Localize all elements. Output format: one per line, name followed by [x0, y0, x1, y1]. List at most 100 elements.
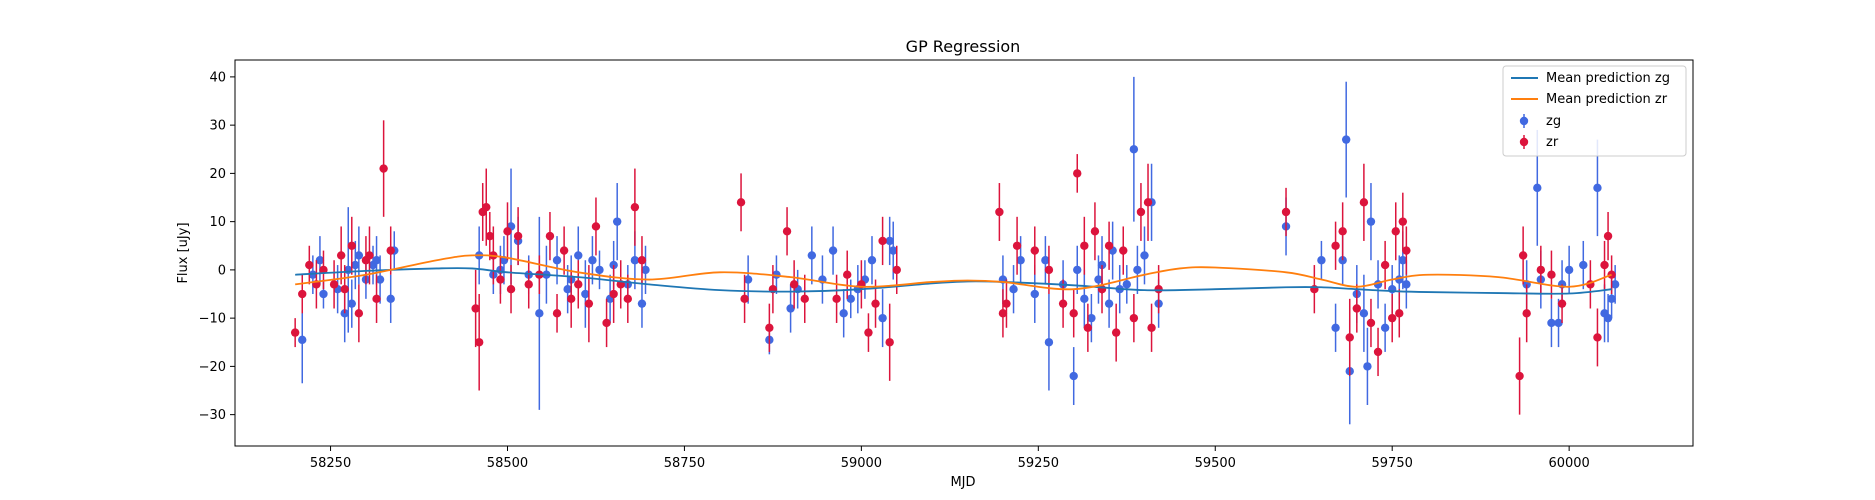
zg-point: [588, 256, 597, 265]
zg-point: [1579, 260, 1588, 270]
zr-point: [574, 280, 583, 289]
zr-point: [1338, 227, 1347, 236]
zr-point: [1154, 284, 1163, 294]
y-tick-label: 0: [218, 263, 226, 278]
zr-point: [545, 231, 555, 241]
zg-point: [1080, 294, 1089, 304]
x-tick-label: 58500: [487, 456, 528, 471]
mean-lines-layer: [295, 254, 1612, 295]
zg-point: [1041, 256, 1050, 265]
zr-point: [1090, 227, 1100, 236]
zg-point: [1133, 265, 1142, 275]
zr-point: [1352, 304, 1362, 313]
x-tick-label: 60000: [1548, 456, 1589, 471]
zg-point: [641, 265, 650, 275]
zg-point: [1009, 284, 1018, 294]
zg-point: [1610, 280, 1620, 289]
zg-point: [535, 309, 544, 318]
y-tick-label: 40: [209, 70, 226, 85]
legend-swatch-zg-marker: [1519, 116, 1529, 126]
zr-point: [471, 304, 480, 313]
zg-point: [581, 289, 590, 299]
zr-point: [566, 294, 576, 304]
zg-point: [351, 260, 360, 270]
zg-point: [839, 309, 848, 318]
zr-point: [1557, 299, 1567, 308]
zg-point: [1317, 256, 1326, 265]
zg-point: [372, 256, 381, 265]
zr-point: [591, 222, 601, 231]
zr-point: [998, 309, 1008, 318]
zg-point: [867, 256, 877, 265]
zr-point: [892, 265, 901, 275]
zg-point: [1122, 280, 1131, 289]
zr-point: [740, 294, 749, 304]
zg-point: [1554, 318, 1563, 328]
zg-point: [1533, 183, 1542, 193]
zr-point: [1104, 241, 1114, 250]
zr-point: [637, 256, 647, 265]
zg-point: [574, 251, 583, 260]
zg-point: [354, 251, 364, 260]
zg-point: [1331, 323, 1340, 332]
zr-point: [482, 202, 491, 212]
zr-point: [1147, 323, 1156, 332]
zr-point: [782, 227, 792, 236]
y-tick-label: −10: [199, 312, 226, 327]
zg-point: [595, 265, 604, 275]
zg-point: [319, 289, 328, 299]
zr-point: [1080, 241, 1089, 250]
zr-point: [1398, 217, 1408, 226]
zr-point: [584, 299, 594, 308]
zr-point: [800, 294, 809, 304]
zr-point: [319, 265, 328, 275]
zr-point: [1111, 328, 1121, 337]
y-tick-label: 10: [209, 215, 226, 230]
x-tick-label: 59250: [1018, 456, 1059, 471]
zg-point: [315, 256, 325, 265]
x-tick-label: 58250: [310, 456, 351, 471]
zg-point: [1104, 299, 1114, 308]
x-tick-label: 59750: [1372, 456, 1413, 471]
zg-point: [637, 299, 647, 308]
zr-point: [602, 318, 611, 328]
zr-point: [290, 328, 300, 337]
zr-point: [1518, 251, 1528, 260]
y-tick-label: 20: [209, 167, 226, 182]
zr-point: [1522, 309, 1531, 318]
zg-point: [563, 284, 572, 294]
legend-label-mean-zg: Mean prediction zg: [1546, 71, 1670, 86]
zr-point: [365, 251, 374, 260]
zr-point: [1129, 313, 1139, 323]
y-axis: −30 −20 −10 0 10 20 30 40: [199, 70, 235, 423]
zr-point: [336, 251, 346, 260]
zr-point: [347, 241, 356, 250]
zg-point: [1366, 217, 1376, 226]
zg-point: [1363, 362, 1372, 371]
zg-point: [1402, 280, 1411, 289]
legend-label-mean-zr: Mean prediction zr: [1546, 92, 1668, 107]
zr-point: [1603, 231, 1613, 241]
zr-point: [474, 338, 484, 347]
zg-point: [1547, 318, 1556, 328]
zr-point: [1359, 198, 1369, 207]
zg-point: [828, 246, 838, 255]
x-tick-label: 59000: [841, 456, 882, 471]
zr-point: [1402, 246, 1411, 255]
zr-point: [1387, 313, 1397, 323]
zr-point: [503, 227, 512, 236]
zg-point: [1069, 371, 1078, 381]
zr-point: [1083, 323, 1093, 332]
zr-point: [379, 164, 388, 173]
zg-point: [1140, 251, 1149, 260]
zr-point: [1547, 270, 1556, 279]
zg-point: [298, 335, 307, 345]
zr-point: [506, 284, 516, 294]
zr-point: [609, 289, 618, 299]
zr-point: [386, 246, 395, 255]
zr-point: [1281, 207, 1291, 217]
zr-point: [1119, 246, 1128, 255]
zr-point: [298, 289, 307, 299]
zg-point: [612, 217, 622, 226]
